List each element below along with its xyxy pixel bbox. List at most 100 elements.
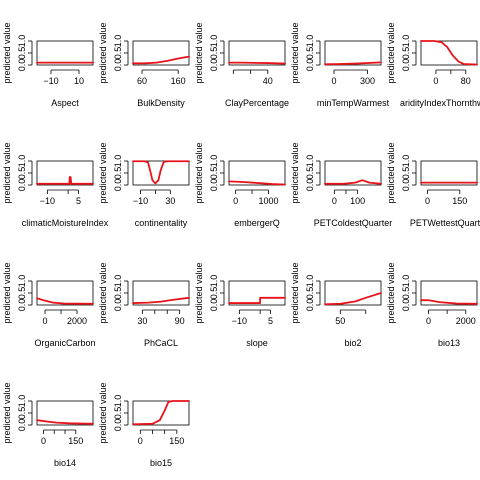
y-tick-label: 0.5 <box>305 287 315 300</box>
y-tick-label: 1.0 <box>209 155 219 168</box>
y-tick-label: 0.5 <box>17 407 27 420</box>
y-tick-label: 1.0 <box>113 275 123 288</box>
x-axis-title: embergerQ <box>234 218 280 228</box>
x-tick-label: 0 <box>426 316 431 326</box>
x-tick-label: 150 <box>169 436 184 446</box>
plot-frame <box>132 280 190 306</box>
plot-frame <box>324 160 382 186</box>
x-axis-title: bio13 <box>438 338 460 348</box>
response-panel: 0.00.51.0 0 150 predicted value bio15 <box>98 382 190 468</box>
plot-frame <box>420 40 478 66</box>
plot-frame <box>36 400 94 426</box>
response-curve <box>228 296 286 304</box>
plot-frame <box>132 160 190 186</box>
y-tick-label: 0.5 <box>17 287 27 300</box>
y-tick-label: 0.0 <box>17 59 27 72</box>
y-axis-title: predicted value <box>98 382 108 443</box>
y-tick-label: 0.0 <box>209 179 219 192</box>
response-panel: 0.00.51.0 50 predicted value bio2 <box>290 262 382 348</box>
plot-frame <box>420 160 478 186</box>
x-tick-label: 40 <box>263 76 273 86</box>
x-tick-label: 5 <box>76 196 81 206</box>
x-axis-title: bio15 <box>150 458 172 468</box>
response-panel: 0.00.51.0 0 300 predicted value minTempWarme… <box>290 22 390 108</box>
response-panel: 0.00.51.0 −10 5 predicted value slope <box>194 262 286 348</box>
y-tick-label: 0.5 <box>113 287 123 300</box>
y-tick-label: 0.5 <box>17 167 27 180</box>
y-tick-label: 0.0 <box>305 59 315 72</box>
plot-frame <box>36 40 94 66</box>
x-tick-label: 2000 <box>67 316 87 326</box>
x-tick-label: 1000 <box>259 196 279 206</box>
x-tick-label: 0 <box>332 196 337 206</box>
response-panel: 0.00.51.0 0 80 predicted value aridityIndexT… <box>386 22 480 108</box>
y-tick-label: 0.0 <box>401 59 411 72</box>
x-tick-label: −10 <box>232 316 247 326</box>
response-panel: 0.00.51.0 −10 10 predicted value Aspect <box>2 22 94 108</box>
y-tick-label: 1.0 <box>17 275 27 288</box>
y-tick-label: 0.0 <box>17 419 27 432</box>
response-curve <box>420 40 478 66</box>
y-tick-label: 0.0 <box>113 299 123 312</box>
x-axis-title: bio14 <box>54 458 76 468</box>
response-curve <box>228 180 286 186</box>
y-tick-label: 0.0 <box>17 299 27 312</box>
y-tick-label: 1.0 <box>17 35 27 48</box>
plot-frame <box>36 160 94 186</box>
y-axis-title: predicted value <box>386 22 396 83</box>
y-axis-title: predicted value <box>2 142 12 203</box>
y-axis-title: predicted value <box>290 262 300 323</box>
response-curve <box>228 61 286 65</box>
y-axis-title: predicted value <box>2 22 12 83</box>
y-tick-label: 0.5 <box>113 407 123 420</box>
y-tick-label: 1.0 <box>209 275 219 288</box>
y-tick-label: 0.5 <box>305 47 315 60</box>
x-tick-label: 0 <box>42 316 47 326</box>
y-tick-label: 1.0 <box>401 275 411 288</box>
x-axis-title: OrganicCarbon <box>34 338 95 348</box>
response-curve <box>324 179 382 185</box>
plot-frame <box>36 280 94 306</box>
x-axis-title: PhCaCL <box>144 338 178 348</box>
response-panel: 0.00.51.0 40 predicted value ClayPercentage <box>194 22 289 108</box>
response-curve <box>324 61 382 66</box>
x-axis-title: minTempWarmest <box>317 98 390 108</box>
x-tick-label: 0 <box>433 76 438 86</box>
plot-frame <box>228 160 286 186</box>
response-curve <box>36 176 94 185</box>
response-panel: 0.00.51.0 −10 5 predicted value climaticMois… <box>2 142 109 228</box>
y-axis-title: predicted value <box>290 142 300 203</box>
y-tick-label: 0.0 <box>401 299 411 312</box>
x-tick-label: 300 <box>360 76 375 86</box>
y-tick-label: 0.5 <box>113 47 123 60</box>
y-axis-title: predicted value <box>386 142 396 203</box>
y-tick-label: 0.0 <box>305 179 315 192</box>
y-tick-label: 0.5 <box>209 287 219 300</box>
y-tick-label: 0.5 <box>209 47 219 60</box>
y-axis-title: predicted value <box>290 22 300 83</box>
y-tick-label: 1.0 <box>113 155 123 168</box>
y-tick-label: 0.0 <box>113 419 123 432</box>
response-panel: 0.00.51.0 0 150 predicted value bio14 <box>2 382 94 468</box>
x-axis-title: climaticMoistureIndex <box>22 218 109 228</box>
x-tick-label: −10 <box>40 196 55 206</box>
plot-frame <box>132 40 190 66</box>
response-panel: 0.00.51.0 60 160 predicted value BulkDensity <box>98 22 190 108</box>
plot-frame <box>420 280 478 306</box>
y-axis-title: predicted value <box>98 262 108 323</box>
y-tick-label: 1.0 <box>17 155 27 168</box>
x-tick-label: 30 <box>137 316 147 326</box>
y-axis-title: predicted value <box>386 262 396 323</box>
response-curve <box>132 160 190 185</box>
response-curve <box>132 400 190 426</box>
y-tick-label: 1.0 <box>209 35 219 48</box>
y-axis-title: predicted value <box>194 22 204 83</box>
plot-frame <box>324 40 382 66</box>
x-tick-label: 50 <box>335 316 345 326</box>
response-panel: 0.00.51.0 0 100 predicted value PETColdestQu… <box>290 142 392 228</box>
plot-frame <box>228 280 286 306</box>
y-tick-label: 0.0 <box>113 179 123 192</box>
x-tick-label: 30 <box>165 196 175 206</box>
y-tick-label: 0.5 <box>209 167 219 180</box>
